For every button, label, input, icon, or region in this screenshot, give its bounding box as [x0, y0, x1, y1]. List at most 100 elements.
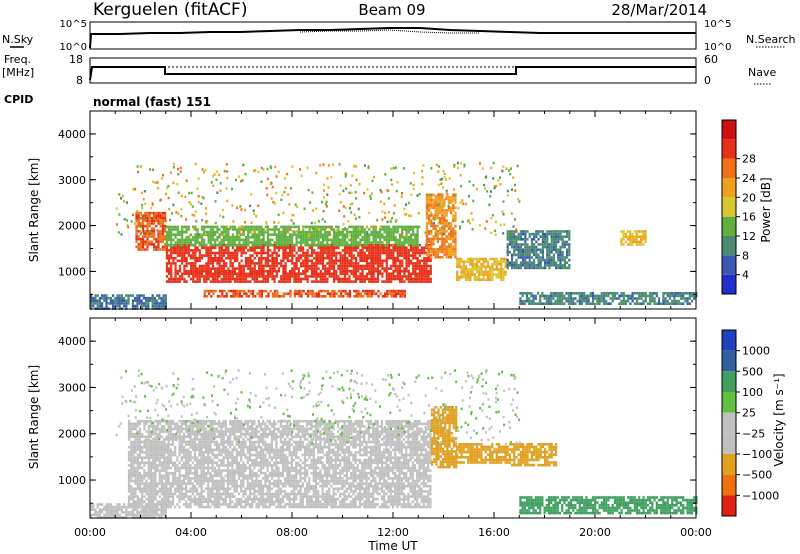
power-cell [135, 237, 138, 241]
velocity-cell [149, 461, 153, 465]
velocity-cell [149, 500, 153, 504]
velocity-cell [134, 448, 137, 452]
power-cell [94, 302, 97, 305]
power-cell [326, 249, 329, 252]
power-cell [192, 280, 195, 283]
power-cell [167, 225, 171, 229]
power-cell [355, 292, 358, 295]
power-cell [178, 230, 182, 234]
velocity-cell [147, 477, 150, 480]
power-cell [264, 256, 267, 260]
power-cell [441, 203, 444, 207]
power-cell [644, 297, 647, 300]
power-cell [631, 292, 634, 295]
power-cell [172, 246, 175, 250]
power-cell [255, 277, 259, 281]
power-cell [528, 261, 531, 264]
power-cell [265, 222, 268, 225]
power-cell [205, 246, 208, 250]
power-cell [401, 249, 404, 252]
power-cell [550, 302, 553, 305]
power-cell [266, 249, 270, 252]
power-cell [208, 289, 211, 293]
power-cell [303, 207, 306, 210]
power-cell [249, 230, 252, 234]
velocity-cell [147, 487, 150, 491]
power-cell [430, 229, 433, 233]
power-cell [363, 164, 366, 167]
power-cell [609, 302, 612, 305]
power-cell [561, 230, 564, 233]
power-cell [508, 240, 511, 244]
power-cell [348, 275, 351, 278]
power-cell [221, 233, 224, 237]
power-cell [266, 236, 270, 239]
power-cell [346, 259, 349, 263]
power-cell [144, 214, 147, 217]
power-cell [194, 280, 197, 283]
power-cell [390, 167, 393, 170]
power-cell [273, 225, 276, 229]
power-cell [359, 230, 362, 234]
power-cell [559, 230, 562, 233]
power-cell [203, 275, 206, 278]
power-cell [375, 292, 378, 295]
power-cell [390, 277, 393, 281]
power-cell [205, 267, 208, 270]
power-cell [300, 174, 303, 178]
power-cell [552, 238, 555, 241]
power-cell [330, 251, 333, 255]
velocity-cell [136, 482, 139, 485]
power-cell [374, 267, 377, 270]
velocity-cell [132, 495, 135, 498]
power-cell [165, 262, 168, 265]
velocity-cell [147, 461, 150, 465]
power-cell [172, 249, 175, 252]
power-cell [242, 275, 245, 278]
power-cell [236, 243, 239, 247]
power-cell [177, 191, 180, 194]
power-cell [429, 277, 432, 281]
power-cell [212, 292, 215, 295]
power-cell [176, 277, 179, 281]
power-cell [273, 251, 276, 255]
velocity-cell [141, 461, 144, 465]
power-cell [481, 167, 484, 170]
power-cell [280, 241, 283, 244]
power-cell [664, 302, 667, 305]
power-cell [425, 267, 428, 270]
power-cell [613, 292, 617, 295]
power-cell [563, 243, 566, 246]
power-cell [483, 183, 486, 187]
power-cell [662, 302, 665, 305]
power-cell [227, 267, 230, 270]
velocity-cell [158, 443, 161, 446]
power-cell [539, 248, 542, 251]
velocity-cell [136, 477, 139, 480]
power-cell [361, 251, 364, 255]
power-cell [262, 272, 265, 276]
power-cell [502, 278, 505, 282]
power-cell [464, 273, 468, 276]
power-cell [468, 180, 471, 183]
power-cell [194, 225, 197, 229]
power-cell [412, 272, 415, 276]
power-cell [179, 166, 182, 170]
power-cell [459, 225, 462, 228]
power-cell [376, 269, 380, 273]
power-cell [387, 197, 390, 200]
power-cell [260, 238, 263, 242]
velocity-cell [127, 464, 131, 467]
power-cell [409, 228, 413, 231]
power-cell [401, 295, 404, 298]
power-cell [247, 230, 250, 234]
power-cell [390, 264, 393, 268]
power-cell [365, 267, 369, 270]
power-cell [155, 211, 158, 215]
power-cell [181, 256, 184, 260]
velocity-cell [136, 479, 139, 483]
power-cell [328, 246, 331, 250]
power-cell [567, 299, 570, 303]
power-cell [302, 241, 305, 244]
